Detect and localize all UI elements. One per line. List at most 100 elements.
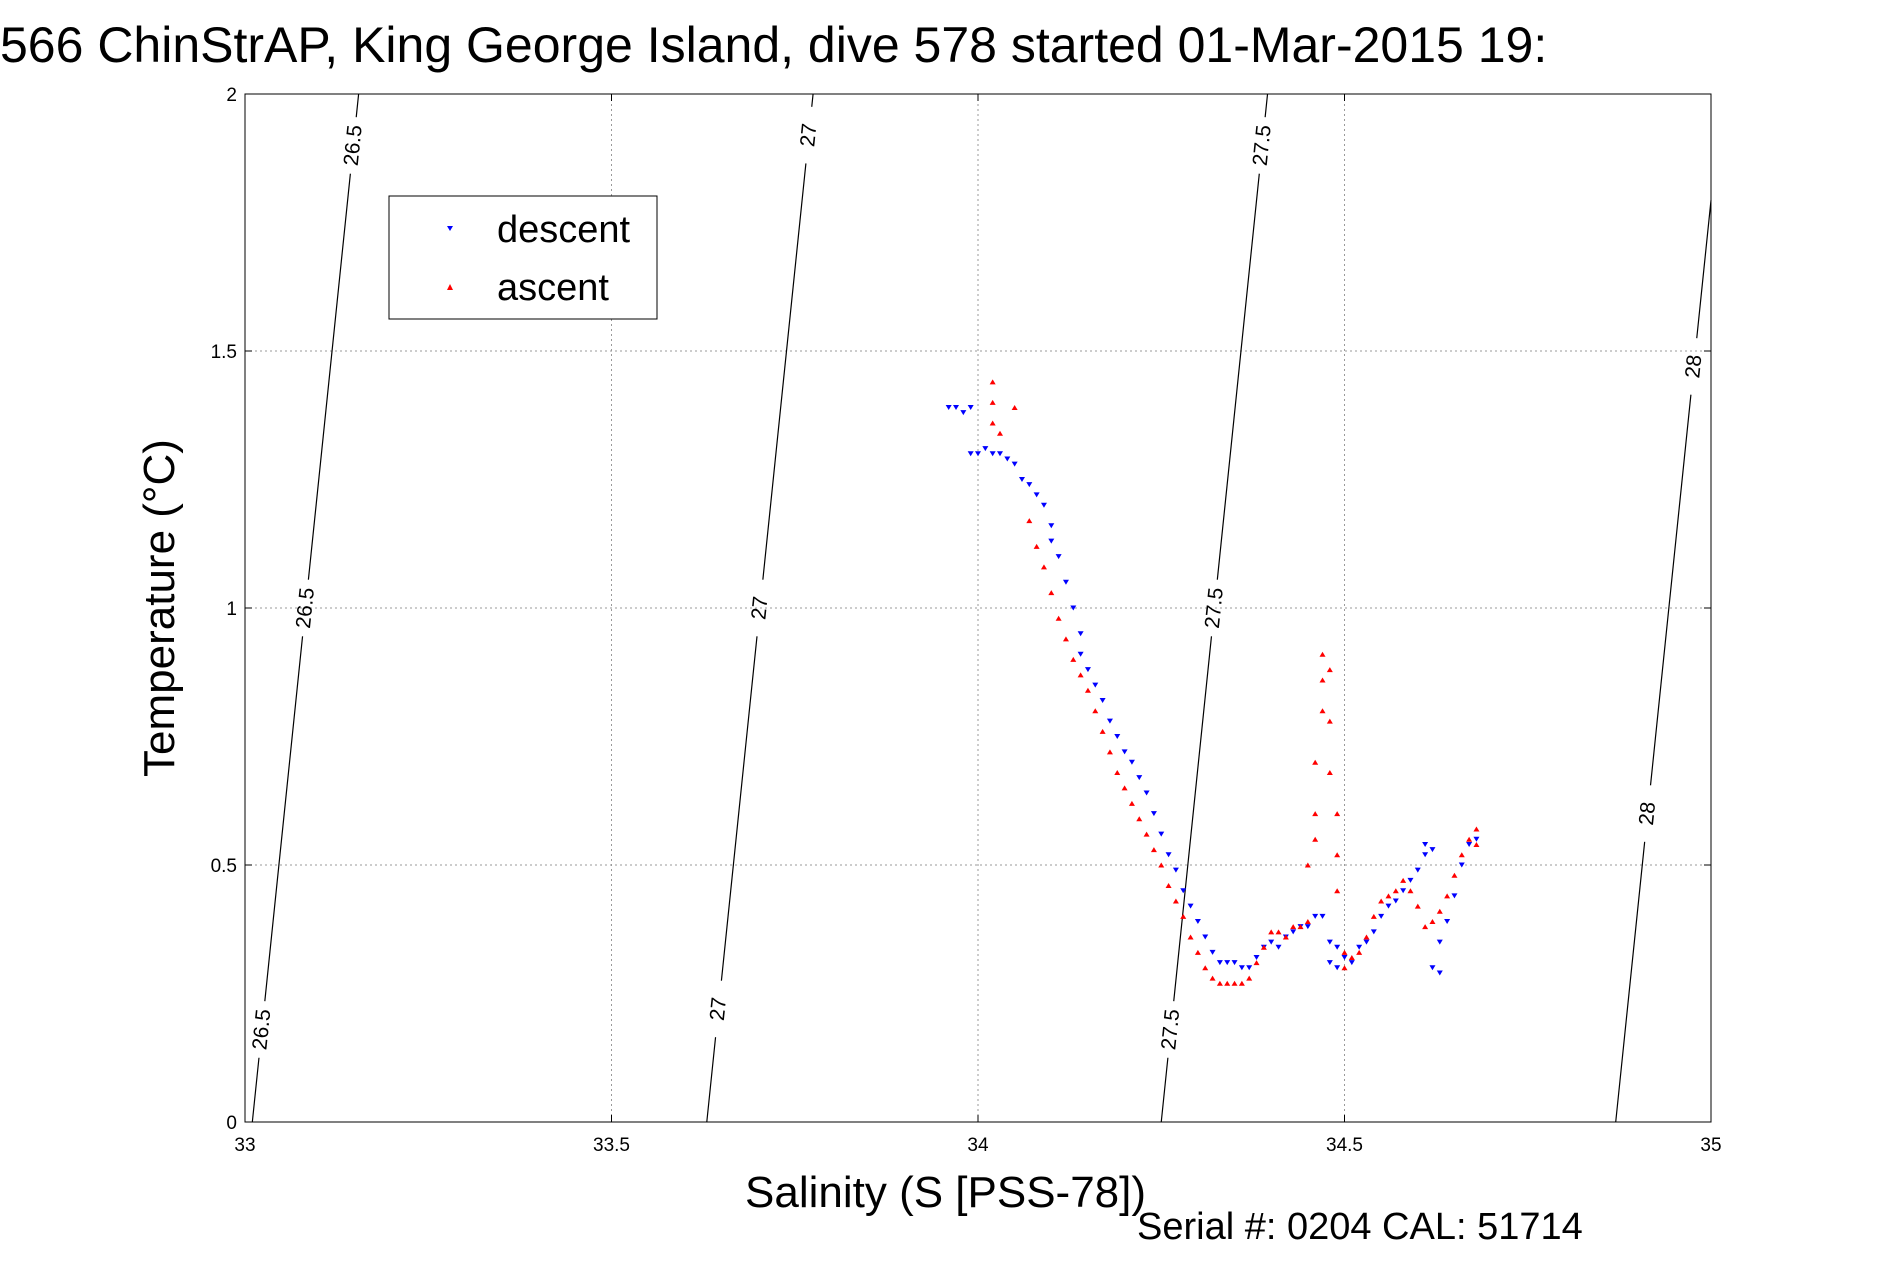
ascent-point [1253,960,1260,966]
descent-point [1194,919,1201,925]
isopycnal-label: 27.5 [1157,1008,1184,1051]
ascent-point [1268,929,1275,935]
descent-point [1246,965,1253,971]
descent-point [953,405,960,411]
ascent-point [1319,651,1326,657]
ascent-point [1180,913,1187,919]
ascent-point [1326,718,1333,724]
isopycnal-label: 27.5 [1201,586,1228,629]
ascent-point [1304,919,1311,925]
ascent-point [1136,816,1143,822]
ascent-point [989,399,996,405]
descent-point [1202,934,1209,940]
x-tick-label: 34.5 [1326,1135,1363,1156]
isopycnal-line [355,93,360,118]
ascent-point [1106,749,1113,755]
isopycnal-line [1160,1057,1169,1123]
descent-point [1150,811,1157,817]
chart-title: 566 ChinStrAP, King George Island, dive … [0,17,1547,73]
ascent-point [1040,564,1047,570]
ascent-point [1128,800,1135,806]
ascent-point [1370,913,1377,919]
descent-point [1165,852,1172,858]
descent-point [1422,841,1429,847]
ascent-point [1466,836,1473,842]
descent-point [1253,955,1260,961]
y-tick-label: 0 [226,1113,237,1134]
descent-point [975,451,981,457]
isopycnal-line [251,1057,260,1123]
legend-ascent-marker [447,284,453,290]
descent-point [1224,960,1231,966]
ascent-point [1114,769,1121,775]
isopycnal-line [811,93,814,107]
descent-point [1004,456,1011,462]
descent-point [1114,734,1121,739]
isopycnal-label: 26.5 [248,1008,275,1051]
legend: descent ascent [388,195,658,320]
descent-point [1070,605,1077,611]
ascent-point [1077,672,1084,678]
ascent-point [1473,841,1480,847]
descent-point [1033,492,1040,498]
descent-point [1407,877,1414,883]
ascent-point [1282,934,1289,940]
descent-point [1458,862,1465,868]
ascent-point [1209,975,1216,981]
descent-point [1268,939,1275,945]
descent-point [1018,477,1025,482]
descent-point [1026,482,1033,488]
descent-point [1180,888,1187,894]
descent-point [945,405,952,411]
descent-point [1062,579,1069,585]
x-tick-label: 33.5 [593,1135,630,1156]
ascent-point [1407,888,1414,894]
descent-point [967,405,974,411]
ascent-point [1363,934,1370,940]
ascent-point [1026,518,1033,524]
ascent-point [1084,687,1091,693]
ascent-point [1216,980,1223,986]
y-tick-label: 1.5 [211,342,237,363]
descent-point [1209,949,1216,955]
ascent-point [1048,590,1055,596]
isopycnal-line [706,1037,717,1123]
descent-point [1077,651,1084,657]
descent-point [1370,929,1377,935]
descent-point [1400,888,1407,894]
ascent-point [1341,965,1348,971]
isopycnal-line [1649,394,1692,786]
x-tick-label: 34 [967,1135,989,1156]
descent-point [1040,502,1047,508]
ascent-point [1444,893,1451,899]
ascent-point [1194,949,1201,955]
ascent-point [1202,965,1209,971]
ascent-point [1238,980,1245,986]
descent-point [1466,841,1473,847]
isopycnal-label: 27 [796,122,821,148]
descent-point [1356,944,1363,950]
isopycnal-line [1264,93,1269,118]
descent-point [1326,960,1333,966]
descent-point [1444,919,1451,925]
ascent-point [1326,667,1333,673]
ascent-point [1275,929,1282,935]
descent-point [1363,939,1370,945]
descent-point [1048,538,1055,544]
legend-ascent-label: ascent [497,267,609,309]
ascent-point [1011,405,1018,411]
isopycnal-line [720,636,758,981]
descent-point [1334,944,1341,950]
isopycnal-label: 27 [747,595,772,621]
ascent-point [989,379,996,385]
isopycnal-label: 28 [1681,354,1706,380]
descent-point [1128,759,1135,765]
descent-point [1084,667,1091,673]
descent-point [1055,554,1062,560]
y-axis-title: Temperature (°C) [135,439,184,777]
descent-point [1048,523,1055,529]
descent-point [1077,631,1084,637]
ascent-point [1158,862,1165,868]
ascent-point [1436,908,1443,914]
